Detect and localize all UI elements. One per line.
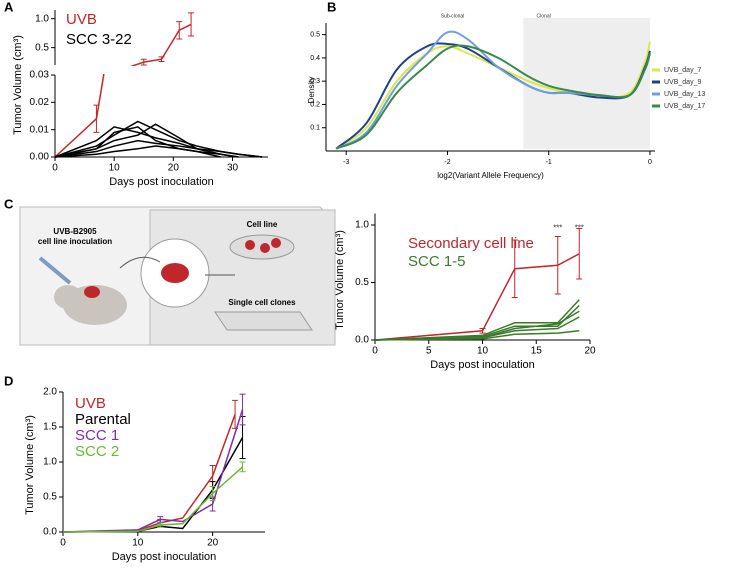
legend-label: SCC 2 [75,443,119,460]
series-line [55,76,238,77]
y-tick-label: 1.0 [355,220,369,231]
y-axis-title: Tumor Volume (cm³) [24,415,36,515]
diagram-label: Cell line [247,220,278,229]
x-tick-label: 20 [168,163,180,174]
y-tick-label: 0.2 [310,101,320,108]
x-tick-label: 5 [426,346,432,357]
y-tick-label: 0.5 [355,277,369,288]
y-tick-label: 0.0 [355,335,369,346]
legend-label: Secondary cell line [408,235,534,252]
y-tick-label: 0.5 [310,31,320,38]
diagram: UVB-B2905 cell line inoculation Cell lin… [20,207,335,345]
x-tick-label: 10 [477,346,489,357]
error-bar [240,394,246,425]
panel-label: C [4,196,14,211]
legend-label: UVB_day_7 [664,67,701,74]
annotation: Sub-clonal [441,13,465,19]
error-bar [188,13,194,36]
cell [260,243,270,253]
y-tick-label: 1.5 [43,422,57,433]
x-axis-title: Days post inoculation [430,359,535,371]
y-tick-label: 0.3 [310,78,320,85]
x-tick-label: 30 [227,163,239,174]
error-bar [240,462,246,472]
x-tick-label: 0 [52,163,58,174]
y-tick-label: 0.5 [43,492,57,503]
series-line [55,76,221,77]
legend-label: UVB_day_13 [664,91,705,98]
legend-label: UVB_day_9 [664,79,701,86]
x-tick-label: -2 [444,159,450,166]
panel-label: D [4,373,13,388]
legend-label: UVB_day_17 [664,103,705,110]
diagram-label: cell line inoculation [38,237,112,246]
series-line [55,127,221,157]
y-tick-label: 0.02 [30,97,50,108]
x-axis-title: Days post inoculation [109,176,214,188]
y-tick-label: 0.1 [310,125,320,132]
x-tick-label: 20 [584,346,596,357]
x-tick-label: 0 [648,159,652,166]
x-tick-label: 20 [207,538,219,549]
annotation: Clonal [537,13,551,19]
error-bar [176,22,182,39]
error-bar [576,228,582,279]
y-tick-label: 0.5 [35,42,49,53]
legend-label: Parental [75,411,131,428]
plate [215,312,312,330]
cell [271,238,281,248]
mouse-head [54,285,82,309]
x-tick-label: -1 [546,159,552,166]
x-tick-label: 0 [60,538,66,549]
y-axis-title: Tumor Volume (cm³) [12,35,24,135]
y-tick-label: 1.0 [35,13,49,24]
diagram-label: Single cell clones [228,298,296,307]
x-axis-title: Days post inoculation [112,551,217,563]
y-axis-title: Tumor Volume (cm³) [334,230,346,330]
x-tick-label: 0 [372,346,378,357]
legend-label: SCC 3-22 [66,31,132,48]
legend-label: UVB [66,11,97,28]
y-tick-label: 0.03 [30,70,50,81]
series-line [55,76,262,77]
panel-label: A [4,0,14,14]
y-tick-label: 0.4 [310,55,320,62]
legend-label: SCC 1-5 [408,253,466,270]
y-tick-label: 0.0 [43,527,57,538]
x-axis-title: log2(Variant Allele Frequency) [437,171,544,180]
y-tick-label: 0.01 [30,124,50,135]
y-tick-label: 0.00 [30,152,50,163]
x-tick-label: 10 [109,163,121,174]
y-tick-label: 2.0 [43,387,57,398]
panel-label: B [327,0,336,14]
mouse-tumor [84,286,100,298]
series-line [375,254,579,340]
diagram-label: UVB-B2905 [53,227,97,236]
annotation: *** [553,224,562,233]
x-tick-label: 15 [531,346,543,357]
legend-label: UVB [75,395,106,412]
x-tick-label: -3 [343,159,349,166]
y-tick-label: 1.0 [43,457,57,468]
x-tick-label: 10 [132,538,144,549]
series-line [55,76,221,77]
cell [245,240,255,250]
tumor [161,263,189,283]
legend-label: SCC 1 [75,427,119,444]
